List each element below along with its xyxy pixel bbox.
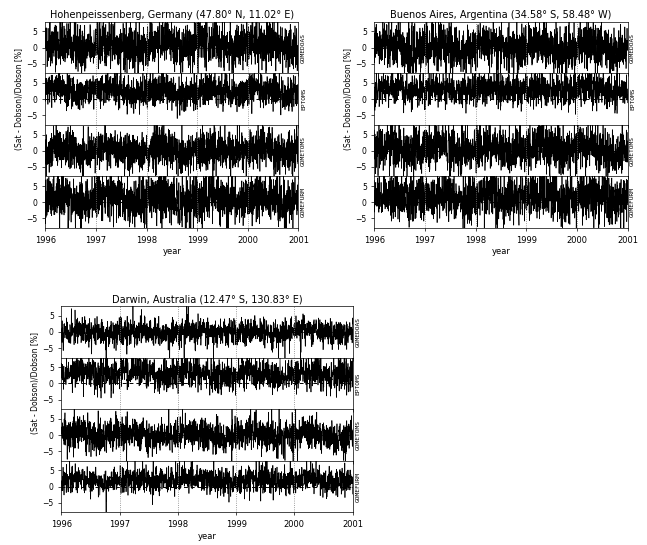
Text: GOMEFURM: GOMEFURM (355, 471, 360, 501)
Text: EPTOMS: EPTOMS (630, 88, 635, 110)
Text: GOMETOMS: GOMETOMS (301, 136, 306, 166)
Text: GOMEDOAS: GOMEDOAS (355, 317, 360, 347)
X-axis label: year: year (197, 532, 217, 541)
X-axis label: year: year (162, 247, 181, 256)
Y-axis label: (Sat - Dobson)/Dobson [%]: (Sat - Dobson)/Dobson [%] (344, 48, 353, 150)
Text: GOMEDOAS: GOMEDOAS (630, 33, 635, 63)
X-axis label: year: year (492, 247, 510, 256)
Title: Buenos Aires, Argentina (34.58° S, 58.48° W): Buenos Aires, Argentina (34.58° S, 58.48… (390, 10, 611, 20)
Text: GOMETOMS: GOMETOMS (355, 420, 360, 450)
Y-axis label: (Sat - Dobson)/Dobson [%]: (Sat - Dobson)/Dobson [%] (31, 332, 40, 434)
Title: Hohenpeissenberg, Germany (47.80° N, 11.02° E): Hohenpeissenberg, Germany (47.80° N, 11.… (50, 10, 294, 20)
Text: EPTOMS: EPTOMS (355, 372, 360, 395)
Text: GOMEDOAS: GOMEDOAS (301, 33, 306, 63)
Text: GOMEFURM: GOMEFURM (301, 187, 306, 217)
Y-axis label: (Sat - Dobson)/Dobson [%]: (Sat - Dobson)/Dobson [%] (15, 48, 24, 150)
Text: GOMEFURM: GOMEFURM (630, 187, 635, 217)
Title: Darwin, Australia (12.47° S, 130.83° E): Darwin, Australia (12.47° S, 130.83° E) (112, 294, 302, 304)
Text: EPTOMS: EPTOMS (301, 88, 306, 110)
Text: GOMETOMS: GOMETOMS (630, 136, 635, 166)
